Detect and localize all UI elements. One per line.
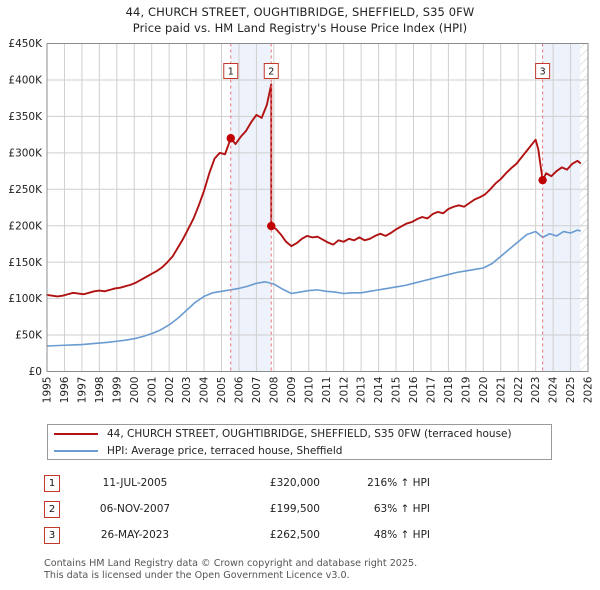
legend-swatch-property xyxy=(54,432,98,435)
y-axis-tick-label: £300K xyxy=(8,147,43,159)
x-axis-tick-label: 2012 xyxy=(338,377,350,404)
x-axis-tick-label: 2010 xyxy=(303,377,315,404)
transaction-date-1: 11-JUL-2005 xyxy=(102,477,168,489)
x-axis-tick-label: 2016 xyxy=(408,376,420,403)
legend-label-property: 44, CHURCH STREET, OUGHTIBRIDGE, SHEFFIE… xyxy=(107,427,512,440)
legend-row-property: 44, CHURCH STREET, OUGHTIBRIDGE, SHEFFIE… xyxy=(48,425,551,442)
title-line-1: 44, CHURCH STREET, OUGHTIBRIDGE, SHEFFIE… xyxy=(125,5,475,19)
x-axis-tick-label: 2019 xyxy=(460,377,472,404)
marker-label-box-1 xyxy=(223,63,239,79)
transaction-hpi-2: 63% ↑ HPI xyxy=(373,503,430,515)
x-axis-tick-label: 2001 xyxy=(146,377,158,404)
marker-label-box-2 xyxy=(263,63,279,79)
x-axis-tick-label: 2014 xyxy=(373,376,385,403)
x-axis-tick-label: 2004 xyxy=(199,376,211,403)
x-axis-tick-label: 2003 xyxy=(181,377,193,404)
x-axis-tick-label: 2017 xyxy=(426,377,438,404)
transaction-badge-2: 2 xyxy=(44,500,60,518)
transaction-date-2: 06-NOV-2007 xyxy=(99,503,171,515)
x-axis-tick-label: 2002 xyxy=(164,377,176,404)
transaction-price-2: £199,500 xyxy=(269,503,320,515)
y-axis-tick-label: £450K xyxy=(8,38,43,50)
chart-legend: 44, CHURCH STREET, OUGHTIBRIDGE, SHEFFIE… xyxy=(47,424,552,460)
x-axis-tick-label: 2007 xyxy=(251,377,263,404)
x-axis-tick-label: 2008 xyxy=(268,377,280,404)
y-axis-tick-label: £150K xyxy=(8,257,43,269)
marker-label-text-1: 1 xyxy=(228,66,234,77)
y-axis-tick-label: £100K xyxy=(8,293,43,305)
chart-container: £0 £50K £100K £150K £200K £250K £300K £350K £400… xyxy=(8,38,595,404)
y-axis-tick-label: £200K xyxy=(8,220,43,232)
transaction-date-3: 26-MAY-2023 xyxy=(100,529,170,541)
x-axis-tick-label: 2005 xyxy=(216,377,228,404)
legend-swatch-hpi xyxy=(54,449,98,452)
x-axis-tick-label: 2009 xyxy=(286,377,298,404)
x-axis-tick-label: 1995 xyxy=(42,377,54,404)
title-line-2: Price paid vs. HM Land Registry's House … xyxy=(132,21,468,35)
x-axis-tick-label: 2022 xyxy=(513,377,525,404)
x-axis-tick-label: 2018 xyxy=(443,377,455,404)
plot-frame xyxy=(46,43,589,372)
legend-label-hpi: HPI: Average price, terraced house, Shef… xyxy=(107,444,343,457)
transaction-badge-1: 1 xyxy=(44,474,60,492)
transaction-price-1: £320,000 xyxy=(269,477,320,489)
marker-label-box-3 xyxy=(535,63,551,79)
y-axis-tick-label: £0 xyxy=(29,366,42,378)
x-axis-tick-label: 2021 xyxy=(495,377,507,404)
footer-attribution: Contains HM Land Registry data © Crown c… xyxy=(44,558,584,581)
legend-row-hpi: HPI: Average price, terraced house, Shef… xyxy=(48,442,551,459)
x-axis-tick-label: 2026 xyxy=(583,376,595,403)
footer-line-1: Contains HM Land Registry data © Crown c… xyxy=(44,558,418,569)
series-line-property xyxy=(46,83,582,298)
y-axis-tick-label: £400K xyxy=(8,75,43,87)
transaction-price-3: £262,500 xyxy=(269,529,320,541)
shaded-band-1 xyxy=(230,43,272,372)
x-axis-tick-label: 2006 xyxy=(234,376,246,403)
series-line-hpi xyxy=(46,229,581,347)
y-axis-tick-label: £350K xyxy=(8,111,43,123)
y-axis-tick-label: £50K xyxy=(15,330,43,342)
price-history-chart: £0 £50K £100K £150K £200K £250K £300K £350K £400… xyxy=(8,38,595,404)
marker-dot-3 xyxy=(538,175,547,185)
shaded-band-2 xyxy=(542,43,581,372)
x-axis-tick-label: 2025 xyxy=(565,377,577,404)
transaction-hpi-3: 48% ↑ HPI xyxy=(373,529,430,541)
marker-label-text-3: 3 xyxy=(540,66,546,77)
x-axis-tick-label: 2011 xyxy=(321,377,333,404)
marker-dot-1 xyxy=(226,134,235,143)
projection-hatched-band xyxy=(580,43,588,372)
y-axis-tick-label: £250K xyxy=(8,184,43,196)
x-axis-tick-label: 1997 xyxy=(77,377,89,404)
plot-background xyxy=(47,43,588,372)
x-axis-tick-label: 1999 xyxy=(111,377,123,404)
transaction-badge-3: 3 xyxy=(44,526,60,544)
footer-line-2: This data is licensed under the Open Gov… xyxy=(44,569,350,581)
marker-dot-2 xyxy=(267,221,276,231)
x-axis-tick-label: 2020 xyxy=(478,377,490,404)
x-axis-tick-label: 1998 xyxy=(94,377,106,404)
x-axis-tick-label: 1996 xyxy=(59,376,71,403)
x-axis-tick-label: 2000 xyxy=(129,377,141,404)
table-row: 2 06-NOV-2007 £199,500 63% ↑ HPI xyxy=(44,496,464,522)
x-axis-tick-label: 2023 xyxy=(530,377,542,404)
transaction-hpi-1: 216% ↑ HPI xyxy=(367,477,430,489)
transactions-table: 1 11-JUL-2005 £320,000 216% ↑ HPI 2 06-N… xyxy=(44,470,464,548)
table-row: 3 26-MAY-2023 £262,500 48% ↑ HPI xyxy=(44,522,464,548)
marker-label-text-2: 2 xyxy=(268,66,274,77)
page-title: 44, CHURCH STREET, OUGHTIBRIDGE, SHEFFIE… xyxy=(0,4,600,36)
x-axis-tick-label: 2024 xyxy=(548,376,560,403)
x-axis-tick-label: 2013 xyxy=(356,377,368,404)
x-axis-tick-label: 2015 xyxy=(391,377,403,404)
table-row: 1 11-JUL-2005 £320,000 216% ↑ HPI xyxy=(44,470,464,496)
